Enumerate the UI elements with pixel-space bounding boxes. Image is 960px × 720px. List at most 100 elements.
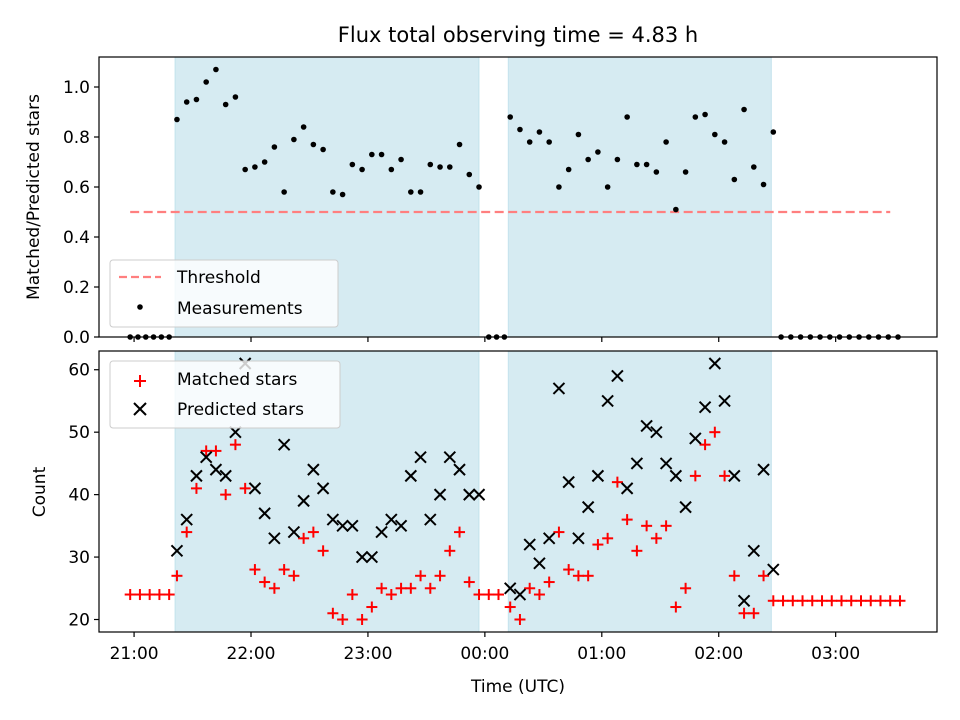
- measurement-point: [310, 141, 317, 148]
- bottom-legend: Matched stars Predicted stars: [109, 360, 341, 429]
- matched-star-point: [153, 589, 165, 601]
- legend-measurements-marker: [137, 304, 143, 310]
- matched-star-point: [563, 564, 575, 576]
- predicted-star-point: [424, 513, 437, 526]
- matched-star-point: [385, 589, 397, 601]
- matched-star-point: [210, 445, 222, 457]
- measurement-point: [213, 66, 219, 73]
- matched-star-point: [816, 595, 828, 607]
- predicted-star-point: [453, 463, 466, 476]
- matched-star-point: [395, 582, 407, 594]
- measurement-point: [634, 161, 640, 168]
- measurement-point: [417, 189, 424, 195]
- top-panel: 0.0 0.2 0.4 0.6 0.8 1.0 Matched/Predicted sta…: [24, 56, 938, 348]
- matched-star-point: [777, 595, 789, 607]
- measurement-point: [673, 206, 679, 213]
- predicted-star-point: [336, 519, 349, 533]
- top-y-tick-label: 1.0: [63, 78, 90, 98]
- legend-threshold-label: Threshold: [176, 268, 261, 288]
- matched-star-point: [806, 595, 818, 607]
- matched-star-point: [748, 607, 760, 619]
- matched-star-point: [454, 526, 466, 538]
- x-tick-label: 03:00: [811, 644, 860, 664]
- measurement-point: [398, 156, 404, 163]
- measurement-point: [281, 189, 287, 195]
- matched-star-point: [220, 489, 232, 501]
- measurement-point: [556, 184, 562, 190]
- top-y-tick-label: 0.8: [63, 128, 90, 148]
- measurement-point: [585, 156, 591, 163]
- matched-star-point: [894, 595, 906, 607]
- legend-measurements-label: Measurements: [177, 299, 303, 319]
- predicted-star-point: [728, 469, 741, 483]
- matched-star-point: [249, 564, 261, 576]
- matched-star-point: [298, 532, 310, 544]
- measurement-point: [595, 149, 601, 155]
- measurement-point: [614, 156, 621, 163]
- matched-star-point: [884, 595, 896, 607]
- measurement-point: [702, 111, 708, 118]
- measurement-point: [517, 126, 523, 133]
- measurement-point: [546, 139, 552, 145]
- predicted-star-point: [404, 469, 418, 483]
- predicted-star-point: [463, 488, 476, 501]
- bottom-panel: 20 30 40 50 60 21:00 22:00 23:00 00:00 01:00 02:00…: [30, 350, 938, 697]
- predicted-star-point: [767, 563, 780, 576]
- matched-star-point: [650, 532, 662, 544]
- matched-star-point: [836, 595, 848, 607]
- measurement-point: [291, 136, 297, 143]
- bottom-axes-frame: [98, 350, 938, 633]
- measurement-point: [565, 166, 572, 173]
- predicted-star-point: [394, 519, 408, 533]
- predicted-star-point: [659, 457, 673, 470]
- measurement-point: [388, 166, 395, 173]
- predicted-star-point: [433, 488, 447, 501]
- matched-star-point: [376, 582, 388, 594]
- matched-star-point: [855, 595, 867, 607]
- bottom-y-tick-label: 50: [68, 423, 90, 443]
- x-tick-label: 23:00: [343, 644, 392, 664]
- matched-star-point: [356, 614, 368, 626]
- matched-star-point: [134, 589, 146, 601]
- measurement-point: [300, 124, 307, 130]
- matched-star-point: [631, 545, 643, 557]
- matched-star-point: [709, 426, 721, 438]
- x-tick-label: 00:00: [460, 644, 509, 664]
- predicted-star-point: [718, 394, 731, 408]
- measurement-point: [770, 129, 777, 135]
- matched-star-point: [767, 595, 779, 607]
- measurement-point: [252, 164, 258, 170]
- matched-star-point: [190, 482, 202, 494]
- bottom-y-tick-label: 40: [68, 486, 90, 506]
- predicted-star-point: [170, 544, 184, 558]
- matched-star-point: [641, 520, 653, 532]
- bottom-y-tick-label: 60: [68, 361, 90, 381]
- predicted-star-point: [679, 500, 692, 514]
- predicted-star-point: [523, 538, 536, 551]
- matched-star-point: [171, 570, 183, 582]
- bottom-points-layer: [124, 357, 906, 626]
- matched-star-point: [288, 570, 300, 582]
- measurement-point: [320, 146, 326, 153]
- predicted-star-point: [375, 525, 388, 539]
- x-tick-label: 02:00: [694, 644, 743, 664]
- matched-star-point: [680, 582, 692, 594]
- matched-star-point: [229, 439, 241, 451]
- matched-star-point: [524, 582, 536, 594]
- predicted-star-point: [689, 432, 702, 445]
- matched-star-point: [278, 564, 290, 576]
- matched-star-point: [826, 595, 838, 607]
- legend-predicted-marker: [133, 402, 147, 416]
- measurement-point: [271, 144, 278, 150]
- predicted-star-point: [562, 475, 575, 489]
- top-legend-box: [109, 259, 339, 328]
- predicted-star-point: [572, 532, 585, 545]
- matched-star-point: [787, 595, 799, 607]
- measurement-point: [731, 176, 738, 183]
- measurement-point: [476, 184, 482, 190]
- measurement-point: [653, 169, 660, 175]
- matched-star-point: [719, 470, 731, 482]
- matched-star-point: [611, 476, 623, 488]
- legend-matched-marker: [134, 375, 146, 387]
- matched-star-point: [307, 526, 319, 538]
